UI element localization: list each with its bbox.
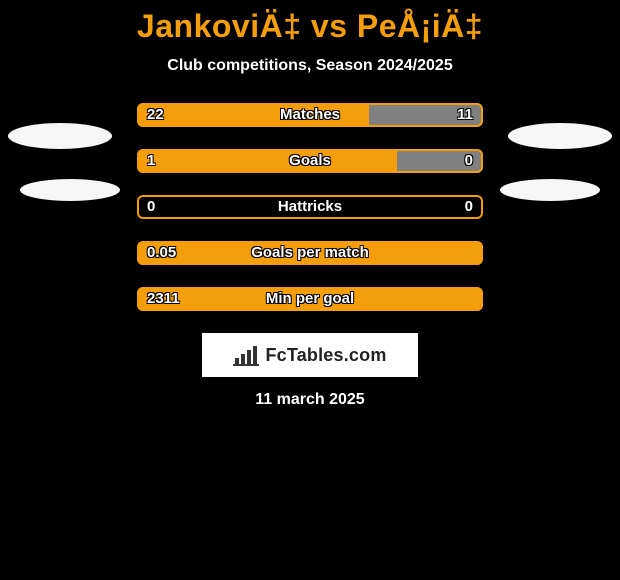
player-ellipse-2 (20, 179, 120, 201)
player-ellipse-1 (508, 123, 612, 149)
player-ellipse-3 (500, 179, 600, 201)
player-ellipse-0 (8, 123, 112, 149)
